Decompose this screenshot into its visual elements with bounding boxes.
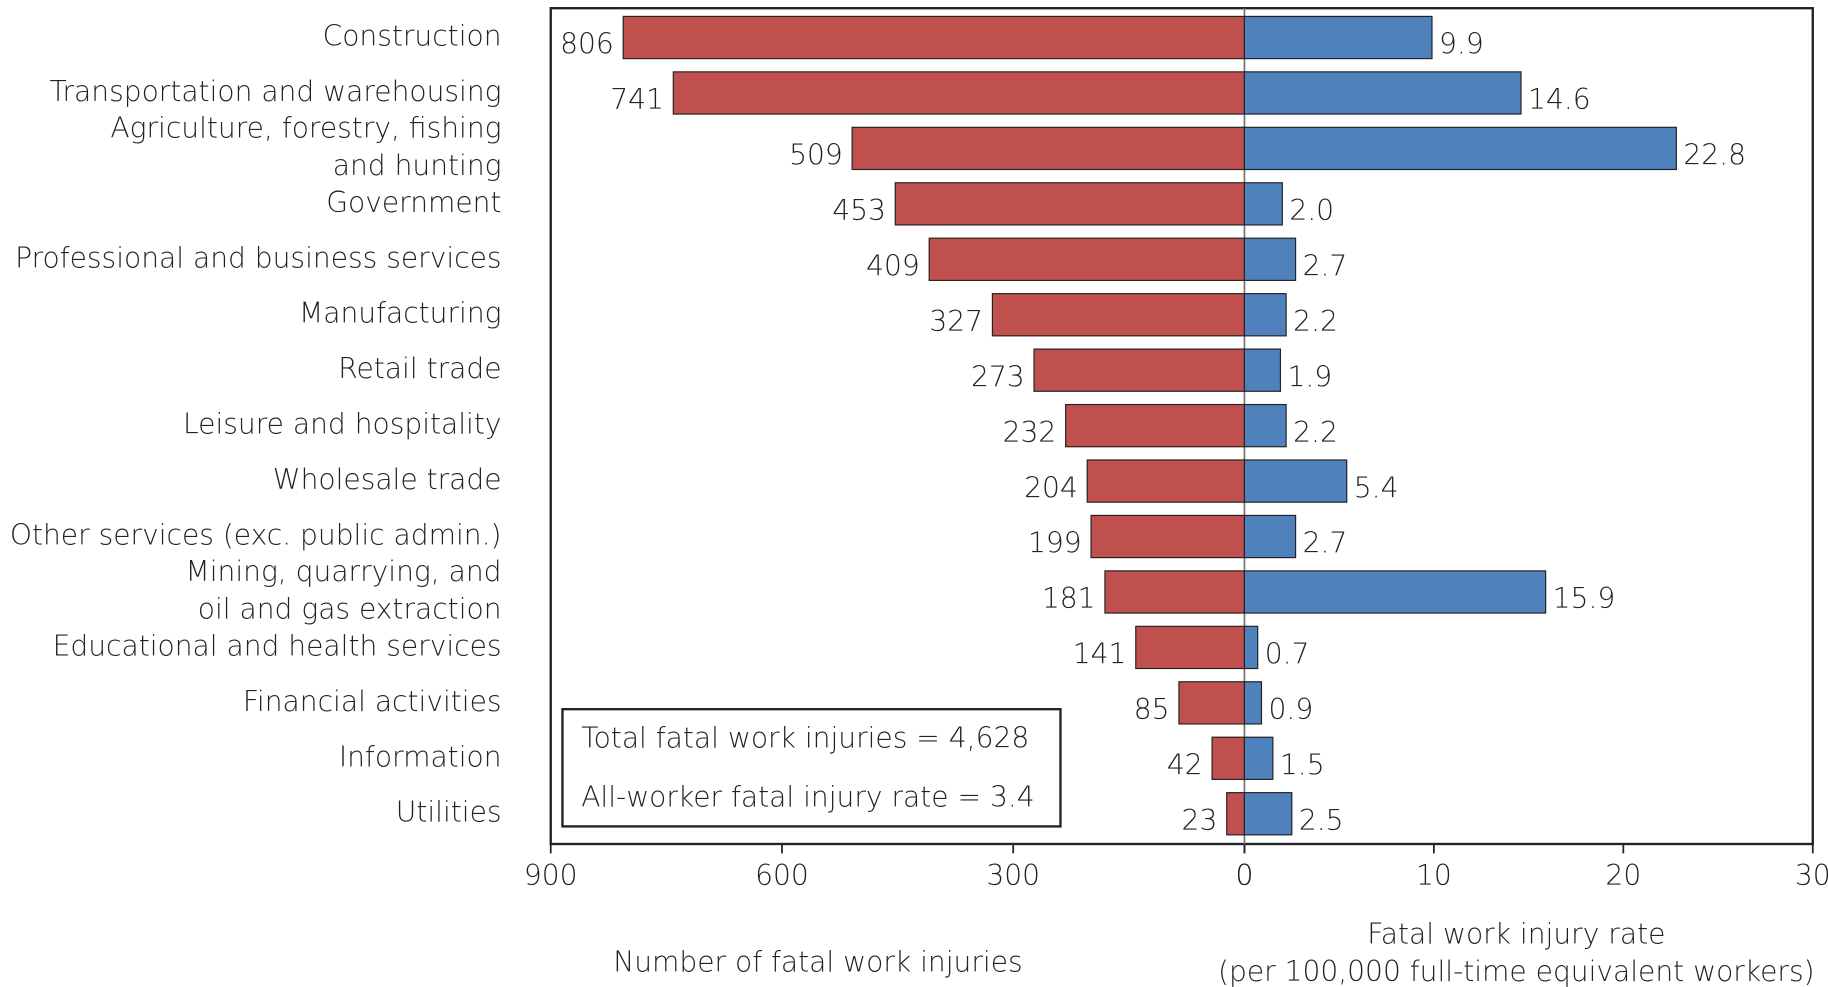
- x-tick-label: 600: [755, 859, 809, 892]
- text-line: and hunting: [333, 149, 502, 182]
- value-label: 2.7: [1303, 249, 1348, 282]
- value-label: 1.5: [1280, 749, 1325, 782]
- value-label: 9.9: [1439, 28, 1484, 61]
- category-label: Agriculture, forestry, fishing and huntin…: [110, 112, 501, 183]
- annotation-box: [561, 708, 1062, 828]
- value-label: 42: [1167, 749, 1203, 782]
- text-line: Mining, quarrying, and: [185, 555, 501, 588]
- category-label: Wholesale trade: [273, 463, 502, 496]
- value-label: 0.9: [1269, 693, 1314, 726]
- bar: [1243, 459, 1348, 503]
- bar: [1226, 792, 1246, 836]
- value-label: 232: [1003, 416, 1057, 449]
- category-label: Information: [339, 740, 502, 773]
- value-label: 327: [929, 305, 983, 338]
- value-label: 2.2: [1293, 416, 1338, 449]
- value-label: 409: [866, 249, 920, 282]
- value-label: 181: [1042, 582, 1096, 615]
- category-label: Financial activities: [243, 685, 502, 718]
- category-label: Construction: [323, 20, 502, 53]
- bar: [1243, 792, 1293, 836]
- value-label: 14.6: [1528, 83, 1591, 116]
- bar: [928, 237, 1246, 281]
- value-label: 509: [789, 139, 843, 172]
- bar: [1135, 625, 1246, 670]
- category-label: Educational and health services: [53, 629, 502, 662]
- plot-frame: [549, 7, 1814, 846]
- value-label: 85: [1134, 693, 1170, 726]
- bar: [1243, 237, 1297, 281]
- bar: [1243, 403, 1287, 448]
- bar: [991, 293, 1246, 337]
- value-label: 2.5: [1299, 804, 1344, 837]
- value-label: 23: [1182, 804, 1218, 837]
- value-label: 453: [832, 194, 886, 227]
- bar: [1243, 514, 1297, 559]
- value-label: 204: [1024, 471, 1078, 504]
- category-label: Mining, quarrying, and oil and gas extrac…: [185, 555, 501, 626]
- category-label: Other services (exc. public admin.): [10, 519, 502, 552]
- bar: [622, 15, 1246, 60]
- bar: [1243, 570, 1547, 614]
- value-label: 1.9: [1287, 360, 1332, 393]
- bar: [1033, 348, 1246, 392]
- annotation: All-worker fatal injury rate = 3.4: [581, 780, 1034, 813]
- axis-label: Number of fatal work injuries: [613, 946, 1022, 979]
- text-line: Fatal work injury rate: [1367, 917, 1665, 950]
- bar: [1243, 293, 1287, 337]
- bar: [1243, 15, 1433, 60]
- value-label: 2.2: [1293, 305, 1338, 338]
- category-label: Retail trade: [338, 352, 501, 385]
- category-label: Utilities: [396, 796, 502, 829]
- value-label: 273: [971, 360, 1025, 393]
- value-label: 199: [1028, 527, 1082, 560]
- value-label: 22.8: [1683, 139, 1746, 172]
- value-label: 5.4: [1354, 471, 1399, 504]
- bar: [672, 71, 1246, 115]
- x-tick-label: 900: [524, 859, 578, 892]
- value-label: 0.7: [1265, 638, 1310, 671]
- text-line: Agriculture, forestry, fishing: [110, 112, 501, 145]
- bar: [1104, 570, 1246, 614]
- x-tick-label: 20: [1605, 859, 1641, 892]
- bar: [851, 126, 1246, 171]
- category-label: Transportation and warehousing: [49, 75, 501, 108]
- value-label: 741: [610, 83, 664, 116]
- x-tick-label: 300: [986, 859, 1040, 892]
- bar: [1243, 681, 1263, 725]
- value-label: 806: [560, 28, 614, 61]
- value-label: 2.7: [1303, 527, 1348, 560]
- bar: [1243, 625, 1259, 670]
- category-label: Government: [326, 186, 501, 219]
- x-tick-label: 0: [1236, 859, 1254, 892]
- bar: [1090, 514, 1246, 559]
- x-tick-label: 30: [1795, 859, 1828, 892]
- category-label: Manufacturing: [299, 297, 502, 330]
- bar: [1178, 681, 1246, 725]
- bar: [1211, 736, 1246, 780]
- bar: [1243, 126, 1677, 171]
- bar: [1086, 459, 1246, 503]
- bar: [894, 182, 1246, 226]
- category-label: Professional and business services: [15, 241, 501, 274]
- bar: [1243, 348, 1282, 392]
- value-label: 15.9: [1553, 582, 1616, 615]
- bar: [1243, 182, 1283, 226]
- text-line: oil and gas extraction: [198, 593, 502, 626]
- value-label: 2.0: [1289, 194, 1334, 227]
- x-tick-label: 0: [1236, 859, 1254, 892]
- annotation: Total fatal work injuries = 4,628: [581, 722, 1029, 755]
- category-label: Leisure and hospitality: [183, 408, 502, 441]
- value-label: 141: [1073, 638, 1127, 671]
- bar: [1243, 736, 1274, 780]
- x-tick-label: 10: [1416, 859, 1452, 892]
- text-line: (per 100,000 full-time equivalent worker…: [1218, 955, 1815, 987]
- bar: [1065, 403, 1246, 448]
- bar: [1243, 71, 1522, 115]
- axis-label: Fatal work injury rate (per 100,000 full-…: [1218, 917, 1815, 987]
